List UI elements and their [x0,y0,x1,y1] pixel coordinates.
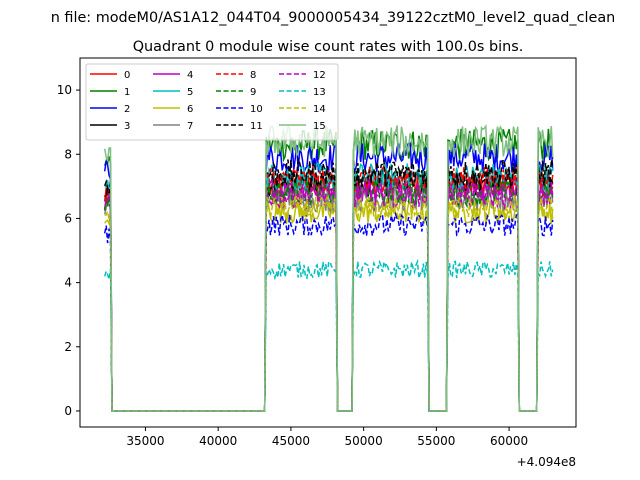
legend-box [85,63,339,141]
figure-suptitle: n file: modeM0/AS1A12_044T04_9000005434_… [51,10,616,26]
legend-label-11: 11 [250,121,263,132]
x-axis: 35000 40000 45000 50000 55000 60000 [126,427,528,448]
x-tick-label: 35000 [126,434,164,448]
series-line-13 [103,258,554,412]
y-axis: 0 2 4 6 8 10 [57,83,80,418]
legend-label-15: 15 [313,121,326,132]
y-tick-label: 8 [64,147,72,161]
y-tick-label: 10 [57,83,72,97]
plot-frame [79,57,577,428]
x-tick-label: 55000 [417,434,455,448]
legend-label-5: 5 [187,87,193,98]
legend-label-1: 1 [124,87,130,98]
series-line-6 [104,199,554,412]
y-tick-label: 6 [64,211,72,225]
series-line-12 [104,180,554,412]
x-tick-label: 50000 [345,434,383,448]
legend-label-12: 12 [313,70,326,81]
plot-lines [103,123,554,412]
chart-title: Quadrant 0 module wise count rates with … [133,39,524,55]
series-line-10 [103,211,554,412]
y-tick-label: 4 [64,276,72,290]
x-offset-text: +4.094e8 [517,455,576,469]
legend-label-2: 2 [124,104,130,115]
legend-label-9: 9 [250,87,256,98]
y-tick-label: 2 [64,340,72,354]
legend-label-8: 8 [250,70,256,81]
x-tick-label: 45000 [272,434,310,448]
series-line-14 [104,194,554,412]
legend-label-14: 14 [313,104,326,115]
legend-label-6: 6 [187,104,193,115]
legend-label-13: 13 [313,87,326,98]
x-tick-label: 40000 [199,434,237,448]
legend-label-4: 4 [187,70,193,81]
y-tick-label: 0 [64,404,72,418]
legend-label-3: 3 [124,121,130,132]
legend-label-0: 0 [124,70,130,81]
legend-label-10: 10 [250,104,263,115]
series-line-15 [103,123,554,412]
x-tick-label: 60000 [490,434,528,448]
legend-label-7: 7 [187,121,193,132]
